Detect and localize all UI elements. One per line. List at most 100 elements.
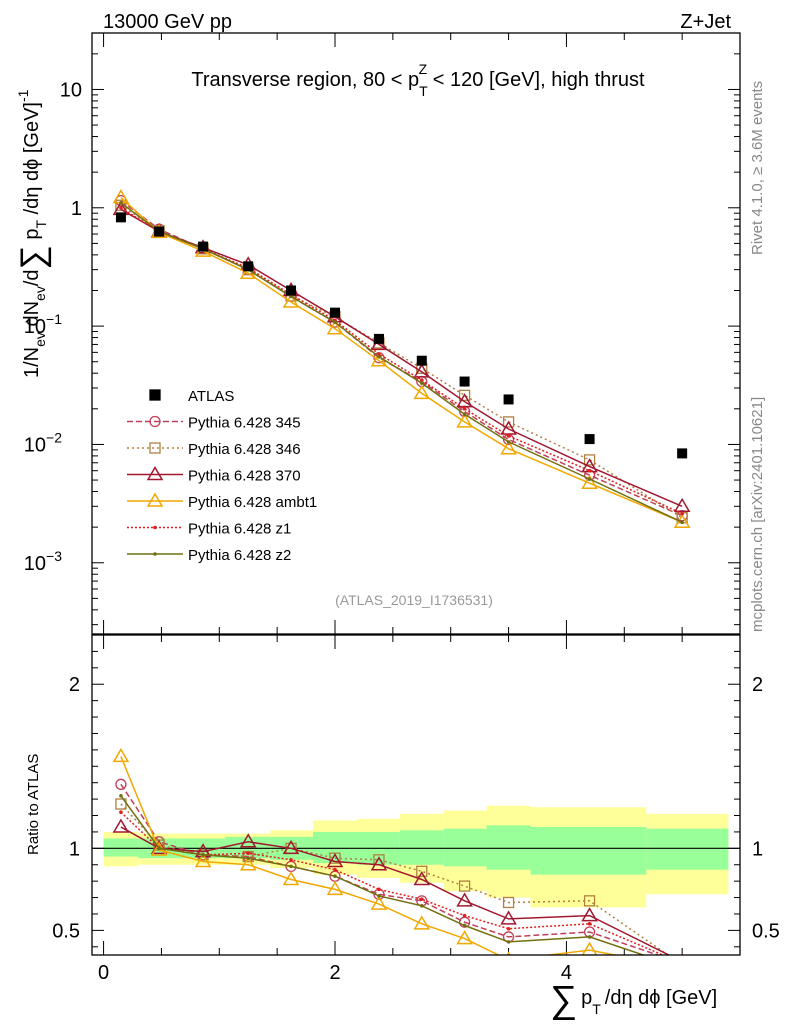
x-tick-label-2: 4 (561, 962, 572, 984)
ratio-point-1-7 (416, 865, 428, 877)
ratio-line-3 (120, 756, 619, 955)
atlas-point-5 (330, 307, 340, 318)
energy-label: 13000 GeV pp (103, 11, 232, 33)
ratio-point-5-1 (157, 846, 161, 851)
series-point-5-0 (119, 201, 123, 205)
atlas-point-2 (198, 241, 209, 252)
ratio-point-4-8 (462, 913, 467, 918)
series-point-4-10 (587, 468, 592, 473)
series-point-5-8 (462, 412, 467, 417)
ratio-point-4-10 (587, 922, 592, 926)
atlas-point-4 (286, 285, 297, 296)
ratio-frame (91, 634, 741, 956)
ratio-band-inner-0 (103, 838, 139, 857)
legend-label-5: Pythia 6.428 z2 (188, 547, 291, 564)
ratio-point-2-8 (456, 892, 473, 907)
series-point-4-7 (419, 378, 424, 382)
ratio-point-3-5 (326, 880, 344, 896)
series-point-1-10 (583, 454, 596, 466)
ratio-point-3-7 (413, 915, 431, 930)
series-line-5 (120, 202, 683, 523)
ratio-band-inner-11 (646, 828, 729, 870)
atlas-point-7 (416, 355, 427, 366)
legend-atlas-marker (149, 389, 161, 401)
legend-marker-0 (149, 415, 161, 428)
atlas-point-9 (503, 394, 514, 405)
analysis-id: (ATLAS_2019_I1736531) (335, 592, 493, 608)
ratio-point-5-7 (419, 903, 424, 908)
ratio-point-3-8 (456, 930, 473, 945)
series-point-4-6 (377, 352, 381, 356)
ratio-point-2-1 (150, 839, 168, 855)
ratio-point-3-4 (282, 871, 300, 886)
y-tick-label-2: 10−1 (24, 311, 62, 338)
ratio-point-1-0 (115, 798, 127, 810)
ratio-point-2-3 (239, 833, 257, 848)
ratio-point-5-5 (333, 874, 337, 879)
legend-label-atlas: ATLAS (188, 388, 234, 405)
ratio-point-4-0 (119, 810, 123, 815)
ratio-point-2-11 (681, 953, 684, 955)
y-tick-label-exponent: −3 (46, 548, 62, 564)
series-point-3-8 (456, 413, 473, 428)
y-tick-label-0: 10 (60, 79, 82, 101)
ratio-point-2-4 (282, 839, 300, 855)
series-point-2-8 (456, 393, 473, 408)
ratio-band-inner-10 (530, 827, 647, 875)
ratio-band-inner-5 (313, 831, 357, 864)
plot-title: Transverse region, 80 < pTZ < 120 [GeV],… (191, 61, 645, 99)
ratio-point-5-10 (587, 935, 592, 939)
ratio-point-5-6 (377, 894, 381, 898)
ratio-point-3-10 (581, 941, 598, 955)
ratio-y-tick-label-right-0: 2 (752, 674, 763, 696)
series-point-5-7 (419, 381, 424, 385)
ratio-point-5-2 (201, 853, 205, 857)
ratio-y-axis-label: Ratio to ATLAS (25, 754, 42, 855)
ratio-point-5-9 (506, 940, 511, 944)
ratio-panel: 2 2 1 1 0.5 0.5 0 2 4 Ratio to ATLAS ∑ pT/dη dϕ [… (25, 634, 780, 1021)
series-point-3-5 (326, 320, 344, 335)
series-point-3-4 (282, 293, 300, 308)
y-tick-label-exponent: −1 (46, 311, 62, 327)
ratio-point-5-4 (289, 864, 293, 869)
y-tick-label-exponent: −2 (46, 429, 62, 445)
rivet-label: Rivet 4.1.0, ≥ 3.6M events (749, 81, 766, 255)
ratio-point-4-9 (506, 926, 511, 931)
legend-marker-1 (149, 442, 161, 454)
ratio-point-2-10 (581, 907, 598, 922)
ratio-y-tick-label-right-1: 1 (752, 838, 763, 860)
legend-label-4: Pythia 6.428 z1 (188, 521, 291, 538)
ratio-y-tick-label-right-2: 0.5 (752, 920, 780, 942)
series-point-4-0 (119, 205, 123, 210)
ratio-line-2 (120, 826, 671, 955)
ratio-y-tick-label-1: 1 (69, 838, 80, 860)
ratio-point-4-6 (377, 887, 381, 892)
ratio-point-4-7 (419, 897, 424, 902)
ratio-point-4-11 (680, 961, 684, 965)
series-point-3-7 (413, 384, 431, 400)
ratio-band-inner-8 (443, 828, 487, 867)
series-point-5-9 (506, 440, 511, 444)
x-tick-label-0: 0 (98, 962, 109, 984)
ratio-point-0-11 (677, 958, 687, 968)
legend: ATLAS Pythia 6.428 345 Pythia 6.428 346 Pyt… (127, 388, 317, 564)
series-point-3-10 (581, 474, 598, 489)
ratio-point-3-2 (194, 852, 212, 868)
atlas-point-0 (115, 212, 126, 223)
y-tick-label-base: 10 (24, 434, 46, 456)
ratio-point-3-0 (112, 747, 130, 763)
ratio-point-4-4 (289, 858, 293, 862)
atlas-point-3 (243, 261, 254, 272)
ratio-y-tick-label-0: 2 (69, 674, 80, 696)
series-point-4-9 (506, 434, 511, 438)
x-tick-label-1: 2 (329, 962, 340, 984)
legend-label-1: Pythia 6.428 346 (188, 441, 301, 458)
legend-marker-2 (146, 466, 164, 481)
y-tick-label-base: 10 (24, 316, 46, 338)
y-tick-label-1: 1 (71, 198, 82, 220)
ratio-point-1-9 (502, 896, 515, 909)
atlas-point-10 (584, 434, 595, 445)
series-point-5-6 (377, 355, 381, 359)
